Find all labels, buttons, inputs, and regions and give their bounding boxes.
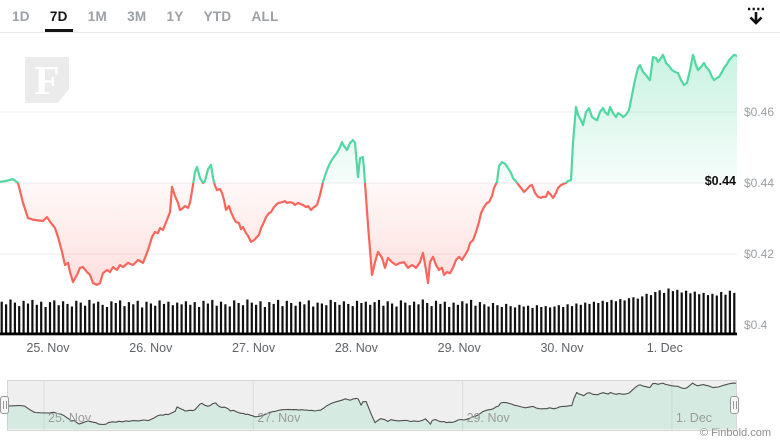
download-icon [748, 7, 764, 25]
navigator-right-handle[interactable] [730, 396, 739, 414]
navigator-track[interactable] [7, 380, 737, 431]
x-axis-label: 1. Dec [646, 341, 683, 355]
range-tab-3m[interactable]: 3M [125, 0, 148, 33]
navigator-axis-label: 25. Nov [48, 411, 92, 425]
x-axis-label: 29. Nov [437, 341, 481, 355]
y-axis-label: $0.4 [744, 317, 768, 332]
y-axis-label: $0.46 [744, 104, 775, 119]
range-tab-7d[interactable]: 7D [44, 0, 73, 33]
y-axis-label: $0.42 [744, 246, 775, 261]
range-tab-all[interactable]: ALL [249, 0, 280, 33]
current-price-label: $0.44 [704, 174, 736, 188]
navigator-left-handle[interactable] [0, 396, 9, 414]
navigator-axis-label: 27. Nov [257, 411, 301, 425]
range-tab-ytd[interactable]: YTD [202, 0, 234, 33]
range-tabs: 1D 7D 1M 3M 1Y YTD ALL [10, 0, 281, 33]
y-axis-label: $0.44 [744, 175, 775, 190]
download-button[interactable] [743, 4, 769, 30]
x-axis-label: 25. Nov [26, 341, 70, 355]
plot-area[interactable] [0, 40, 737, 333]
x-axis-label: 28. Nov [334, 341, 378, 355]
range-tab-1y[interactable]: 1Y [164, 0, 185, 33]
x-axis-label: 26. Nov [129, 341, 173, 355]
navigator-axis-label: 29. Nov [466, 411, 510, 425]
range-tab-1d[interactable]: 1D [10, 0, 32, 33]
range-tab-1m[interactable]: 1M [86, 0, 109, 33]
range-selector: 1D 7D 1M 3M 1Y YTD ALL [0, 0, 780, 33]
navigator-axis-label: 1. Dec [675, 411, 713, 425]
x-axis-label: 30. Nov [540, 341, 584, 355]
x-axis-label: 27. Nov [232, 341, 276, 355]
finbold-credit: © Finbold.com [699, 427, 771, 439]
